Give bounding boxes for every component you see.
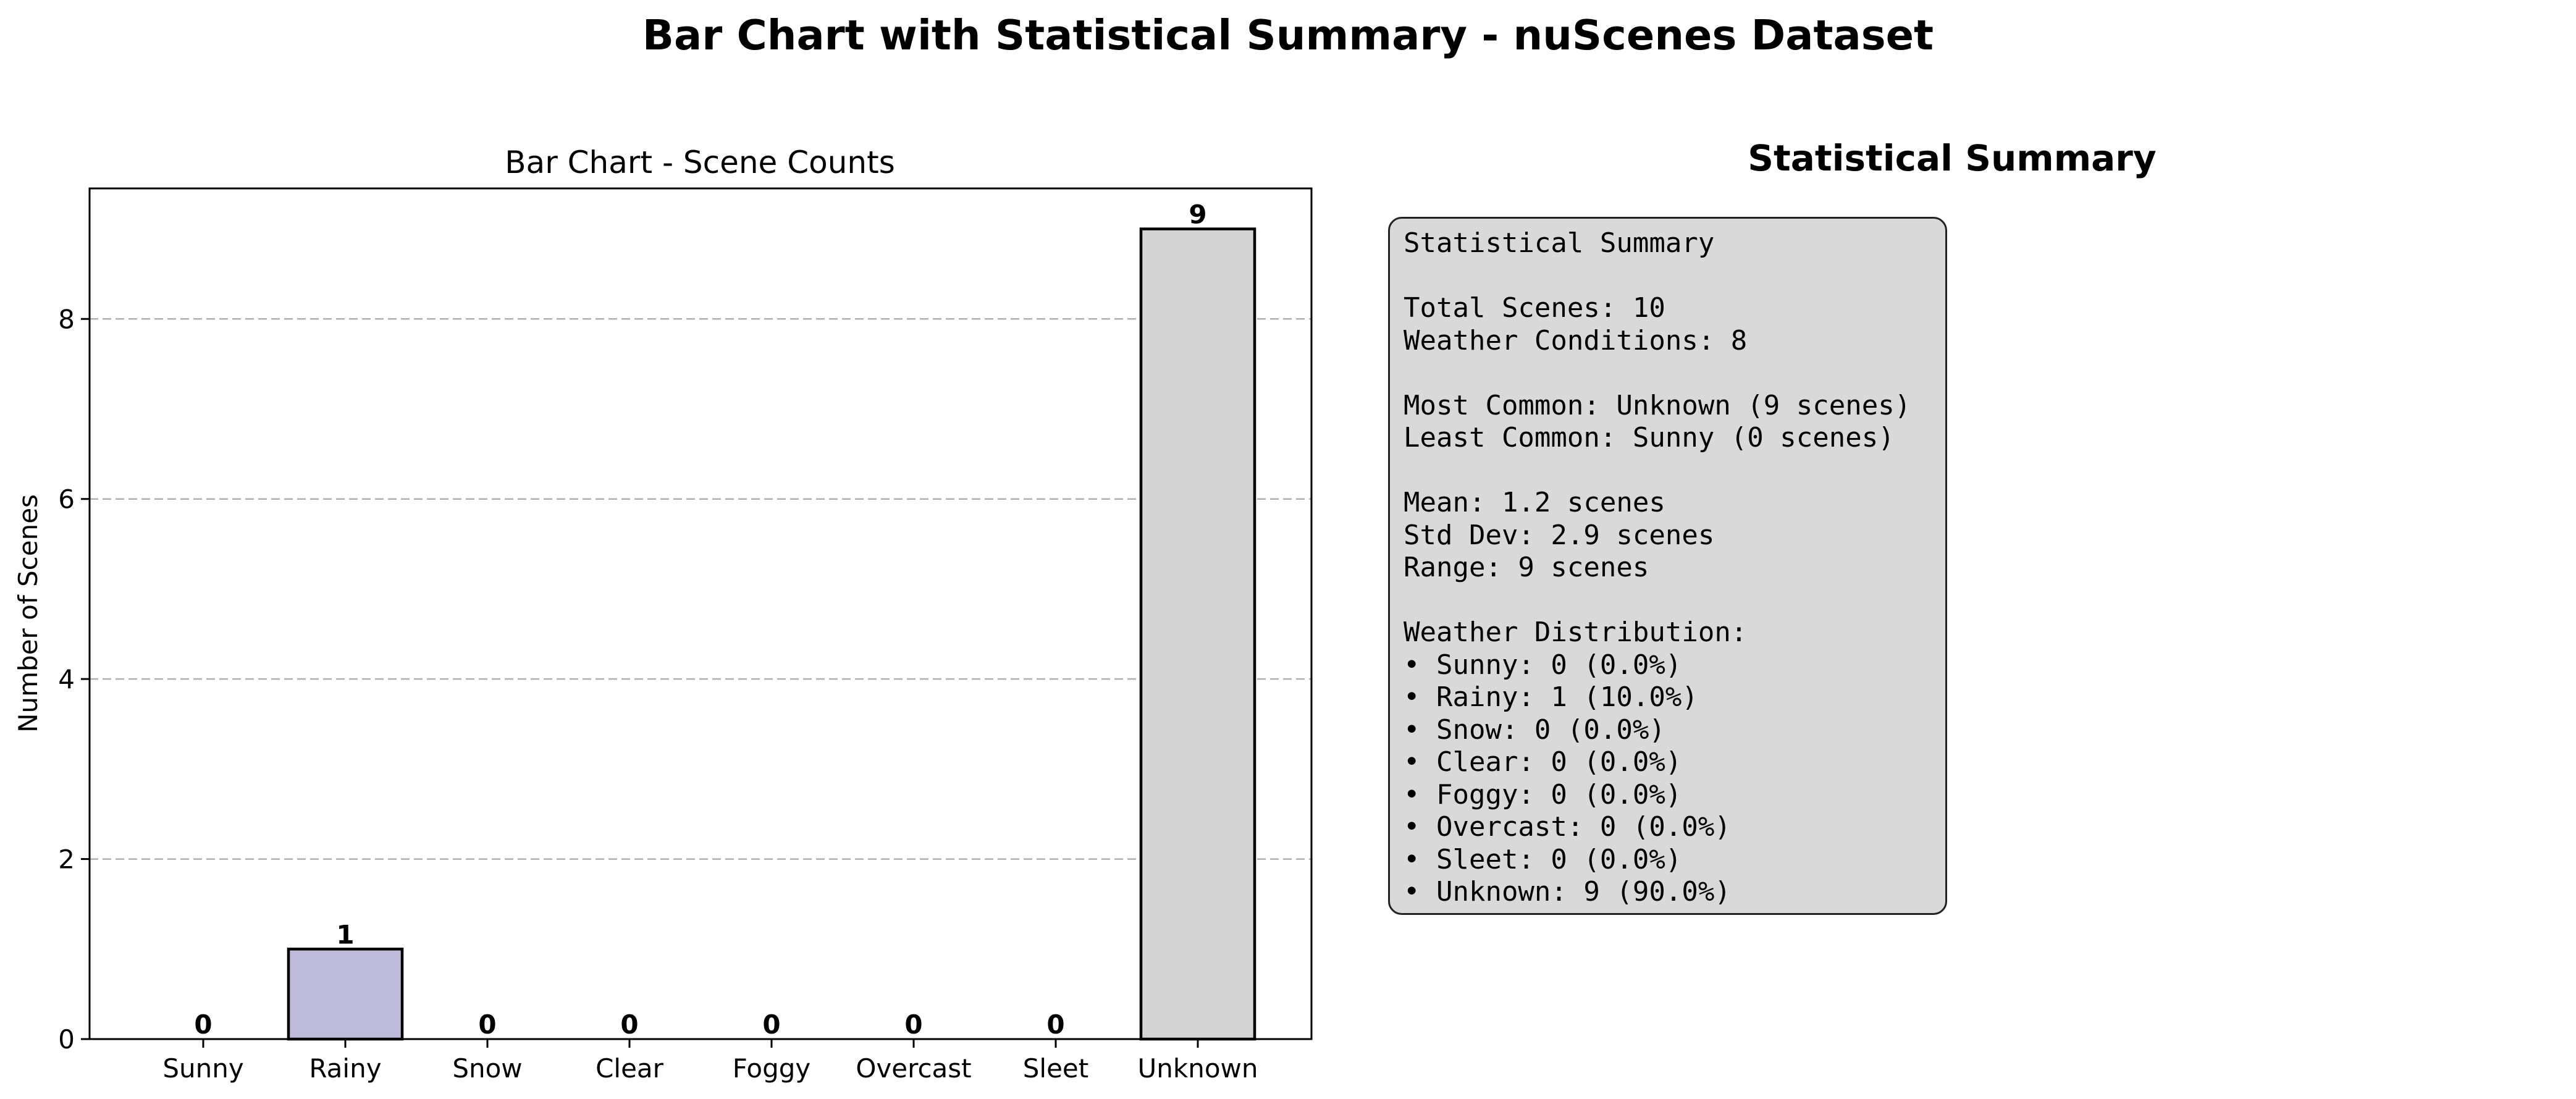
data-label: 1: [336, 919, 354, 950]
y-tick-label: 6: [58, 484, 75, 515]
summary-line: • Snow: 0 (0.0%): [1404, 714, 1665, 746]
chart-title: Bar Chart - Scene Counts: [505, 145, 895, 180]
data-labels: 0 1 0 0 0 0 0 9: [194, 200, 1206, 1040]
summary-line: Weather Distribution:: [1404, 617, 1748, 648]
summary-line: Weather Conditions: 8: [1404, 324, 1748, 356]
summary-line: Mean: 1.2 scenes: [1404, 487, 1665, 518]
plot-frame: [88, 187, 1313, 1040]
summary-line: • Foggy: 0 (0.0%): [1404, 778, 1682, 811]
bar-rainy: [287, 948, 404, 1041]
summary-line: Range: 9 scenes: [1404, 552, 1649, 583]
summary-line: Most Common: Unknown (9 scenes): [1404, 389, 1911, 421]
x-tick-label: Unknown: [1138, 1053, 1258, 1084]
y-tick-label: 0: [58, 1024, 75, 1055]
summary-line: Statistical Summary: [1404, 227, 1715, 259]
summary-line: Least Common: Sunny (0 scenes): [1404, 422, 1895, 453]
summary-line: Std Dev: 2.9 scenes: [1404, 519, 1715, 551]
data-label: 0: [1046, 1009, 1064, 1040]
axis-ticks: 0 2 4 6 8 Sunny Rainy Snow Clear Foggy Overcast Sle…: [58, 304, 1258, 1084]
y-tick-label: 2: [58, 844, 75, 875]
data-label: 0: [904, 1009, 922, 1040]
x-tick-label: Sleet: [1023, 1053, 1088, 1084]
y-axis-label: Number of Scenes: [13, 494, 43, 733]
x-tick-label: Clear: [596, 1053, 664, 1084]
x-tick-label: Snow: [452, 1053, 522, 1084]
y-tick-label: 8: [58, 304, 75, 334]
data-label: 9: [1189, 200, 1206, 230]
summary-line: • Sleet: 0 (0.0%): [1404, 843, 1682, 875]
figure-title: Bar Chart with Statistical Summary - nuS…: [642, 11, 1934, 59]
summary-heading: Statistical Summary: [1748, 137, 2157, 179]
summary-line: • Overcast: 0 (0.0%): [1404, 811, 1731, 843]
grid-lines: [90, 318, 1311, 1040]
x-tick-label: Rainy: [309, 1053, 381, 1084]
summary-blank-line: [1404, 357, 1945, 390]
data-label: 0: [478, 1009, 496, 1040]
bar-unknown: [1139, 227, 1256, 1041]
y-tick-label: 4: [58, 664, 75, 694]
data-label: 0: [762, 1009, 780, 1040]
summary-line: • Clear: 0 (0.0%): [1404, 746, 1682, 778]
summary-blank-line: [1404, 584, 1945, 617]
summary-line: • Rainy: 1 (10.0%): [1404, 681, 1698, 713]
summary-blank-line: [1404, 260, 1945, 293]
data-label: 0: [620, 1009, 638, 1040]
x-tick-label: Foggy: [733, 1053, 811, 1084]
bars: [287, 227, 1256, 1041]
summary-blank-line: [1404, 455, 1945, 487]
data-label: 0: [194, 1009, 212, 1040]
summary-box: Statistical Summary Total Scenes: 10 Weath…: [1388, 217, 1947, 915]
x-tick-label: Sunny: [162, 1053, 243, 1084]
summary-line: • Unknown: 9 (90.0%): [1404, 876, 1731, 907]
x-tick-label: Overcast: [856, 1053, 971, 1084]
summary-line: • Sunny: 0 (0.0%): [1404, 649, 1682, 681]
summary-line: Total Scenes: 10: [1404, 292, 1665, 324]
